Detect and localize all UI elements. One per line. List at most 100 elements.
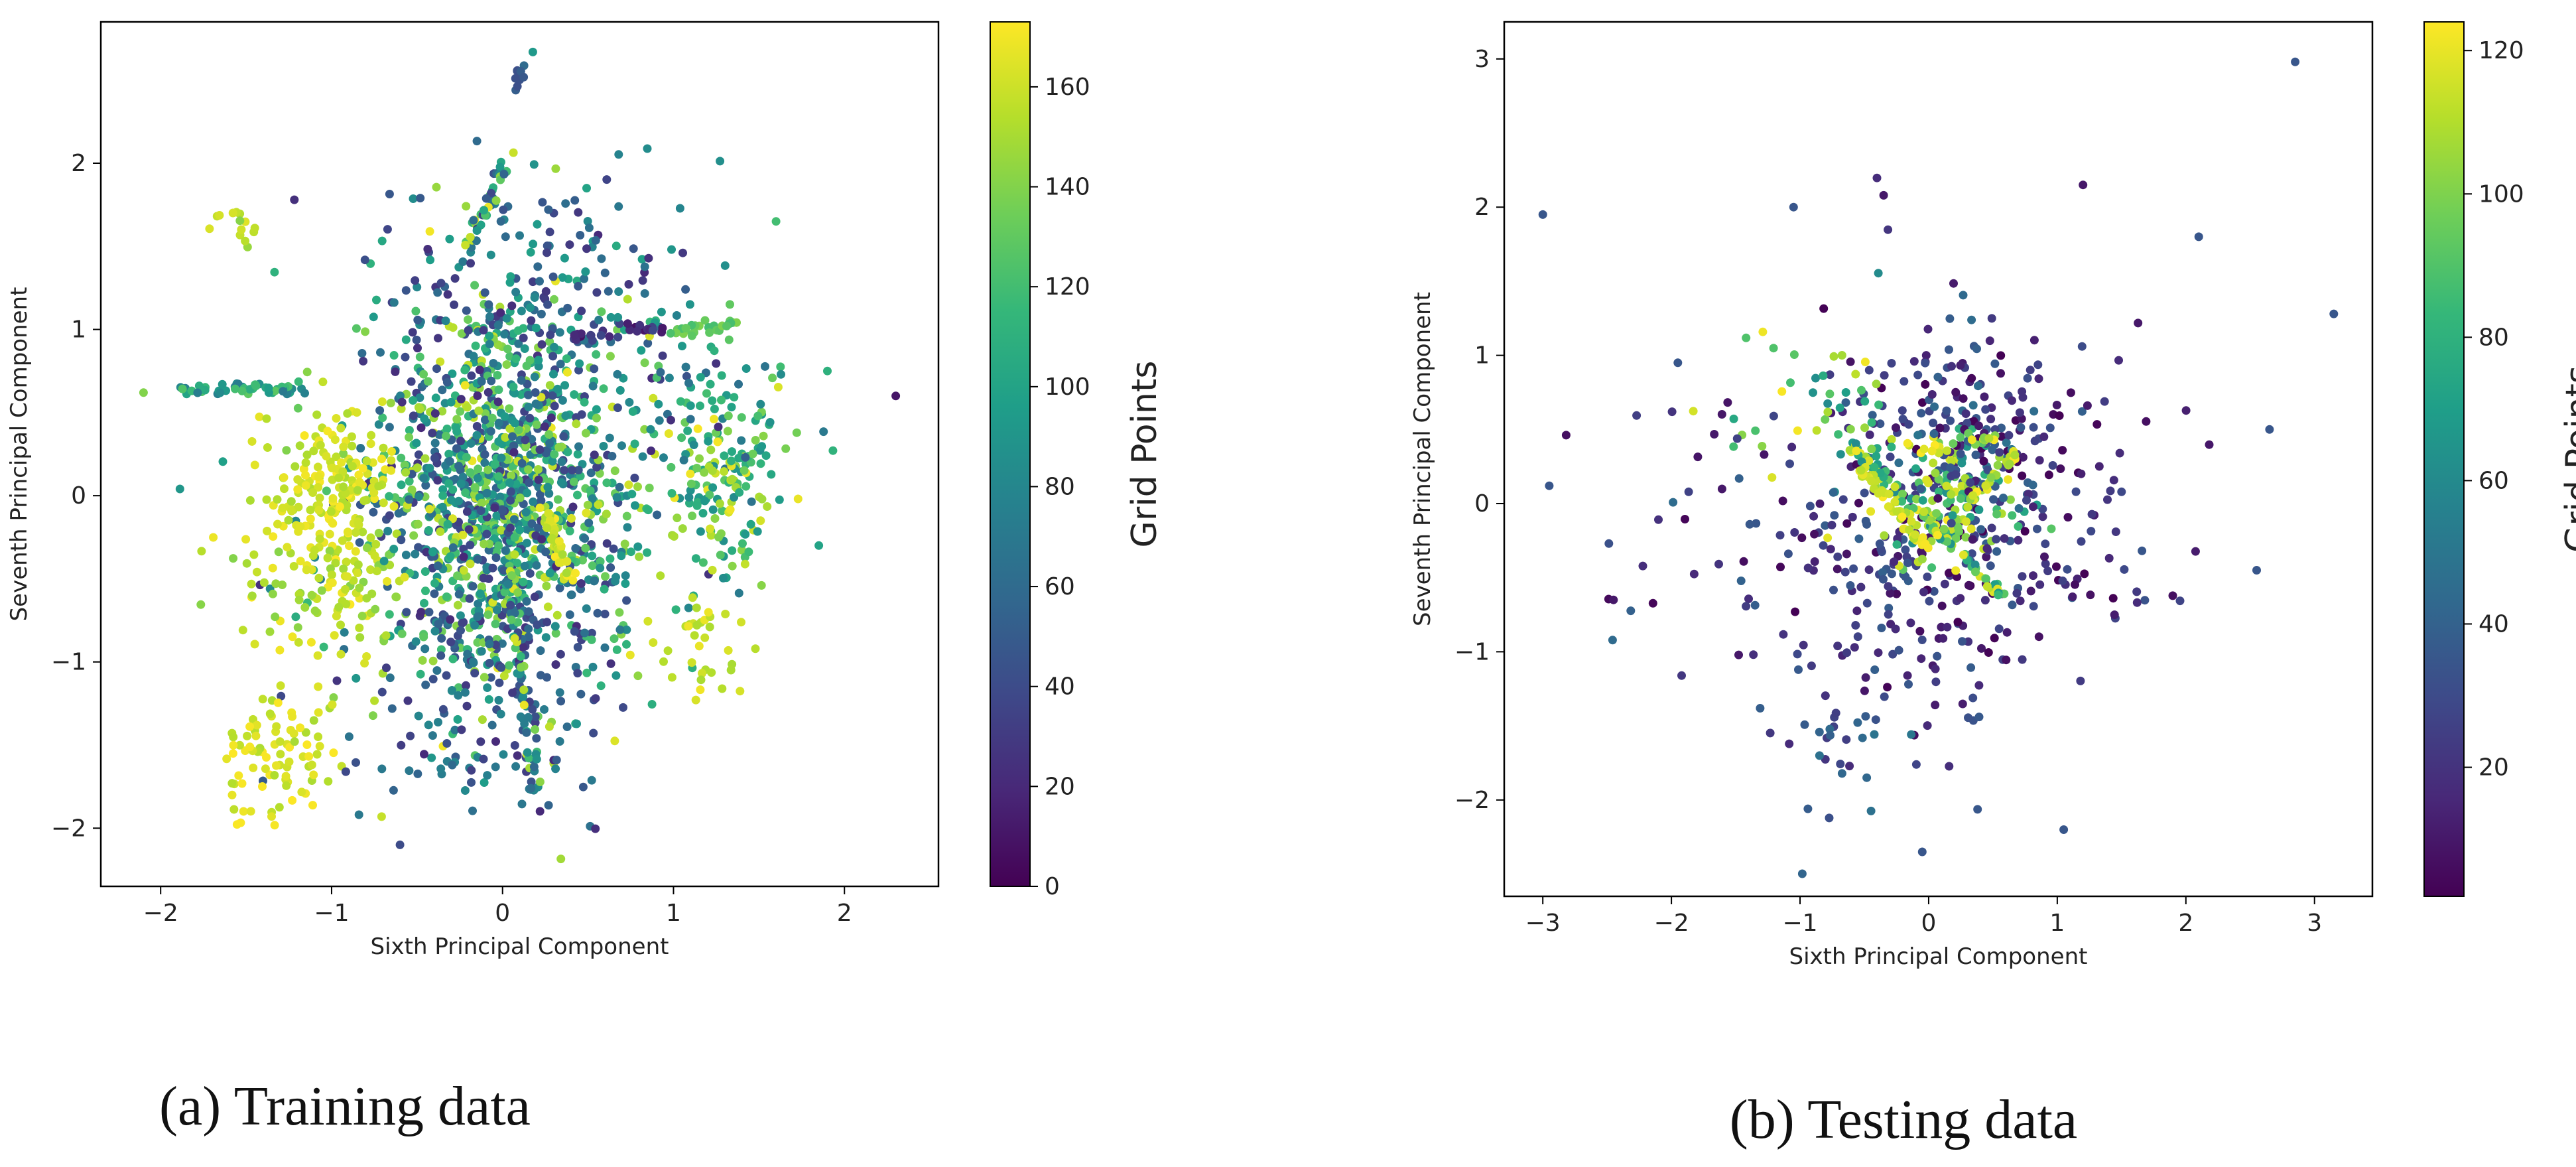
data-point [622, 596, 631, 605]
data-point [1884, 604, 1894, 612]
data-point [545, 722, 554, 731]
y-tick-label: 1 [71, 316, 86, 344]
data-point [623, 523, 632, 532]
data-point [2014, 504, 2024, 513]
data-point [480, 288, 489, 297]
data-point [466, 439, 476, 448]
data-point [587, 628, 596, 638]
data-point [334, 473, 344, 482]
data-point [1951, 566, 1961, 575]
data-point [1907, 517, 1916, 526]
data-point [356, 444, 365, 452]
data-point [643, 506, 653, 515]
data-point [615, 385, 625, 395]
data-point [1913, 431, 1923, 440]
data-point [377, 454, 386, 464]
data-point [442, 431, 450, 441]
data-point [706, 531, 716, 540]
data-point [301, 728, 310, 737]
data-point [533, 220, 542, 229]
data-point [574, 442, 583, 451]
data-point [278, 504, 287, 513]
data-point [419, 632, 428, 642]
data-point [653, 510, 662, 519]
data-point [1900, 377, 1909, 386]
data-point [420, 644, 430, 653]
data-point [482, 529, 491, 539]
y-axis-label: Seventh Principal Component [1409, 292, 1436, 626]
data-point [1815, 727, 1824, 736]
data-point [543, 602, 552, 612]
data-point [535, 504, 545, 512]
data-point [405, 495, 414, 504]
data-point [1973, 805, 1982, 814]
data-point [1956, 433, 1965, 442]
data-point [353, 569, 362, 577]
data-point [494, 541, 503, 551]
data-point [1898, 497, 1907, 506]
data-point [1958, 637, 1966, 646]
data-point [734, 379, 743, 389]
data-point [597, 307, 606, 316]
data-point [389, 545, 399, 553]
data-point [371, 604, 380, 614]
data-point [1884, 502, 1893, 512]
colorbar [2423, 21, 2465, 897]
data-point [728, 561, 737, 571]
data-point [477, 498, 486, 508]
data-point [323, 553, 332, 563]
data-point [494, 419, 503, 427]
data-point [1856, 466, 1866, 475]
data-point [545, 439, 554, 448]
data-point [531, 323, 541, 332]
data-point [2108, 594, 2118, 603]
data-point [438, 407, 447, 416]
data-point [655, 416, 664, 425]
data-point [2029, 407, 2039, 416]
data-point [499, 566, 508, 575]
data-point [1846, 425, 1855, 434]
data-point [1860, 423, 1869, 433]
data-point [444, 449, 454, 458]
data-point [247, 437, 257, 446]
data-point [669, 532, 678, 541]
data-point [499, 205, 508, 214]
data-point [1988, 445, 1997, 454]
data-point [1903, 439, 1912, 448]
data-point [2005, 459, 2014, 468]
data-point [1970, 560, 1980, 569]
data-point [301, 470, 310, 480]
data-point [448, 543, 458, 552]
data-point [1906, 618, 1915, 628]
data-point [1951, 387, 1961, 397]
data-point [2034, 374, 2043, 383]
data-point [1886, 452, 1895, 462]
data-point [2047, 524, 2056, 533]
data-point [572, 719, 581, 728]
data-point [430, 439, 440, 448]
data-point [517, 376, 526, 385]
data-point [517, 799, 527, 809]
data-point [529, 160, 539, 169]
data-point [348, 441, 357, 450]
data-point [451, 474, 460, 484]
data-point [456, 395, 466, 404]
data-point [1729, 442, 1738, 451]
data-point [550, 450, 559, 459]
data-point [534, 356, 543, 365]
data-point [562, 569, 571, 578]
data-point [507, 471, 516, 480]
data-point [1992, 535, 2001, 544]
data-point [1797, 533, 1807, 543]
data-point [1837, 351, 1846, 360]
data-point [1942, 482, 1951, 490]
data-point [573, 643, 582, 652]
colorbar-label: Grid Points [2559, 366, 2576, 553]
data-point [354, 810, 363, 819]
data-point [372, 567, 381, 576]
data-point [640, 425, 649, 434]
data-point [448, 760, 457, 770]
data-point [1939, 634, 1948, 643]
data-point [638, 276, 647, 285]
data-point [2029, 571, 2037, 581]
